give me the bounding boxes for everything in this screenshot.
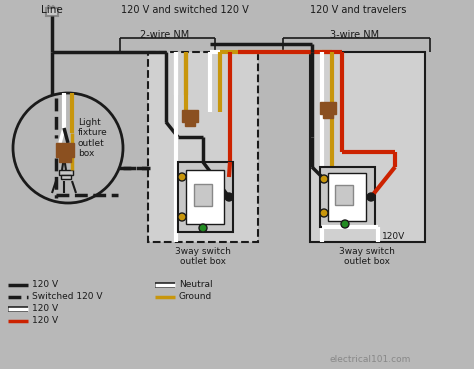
Bar	[46, 8, 58, 16]
Circle shape	[178, 213, 186, 221]
Text: 120 V and travelers: 120 V and travelers	[310, 5, 406, 15]
Bar	[320, 102, 336, 114]
Bar	[335, 185, 353, 205]
Bar	[59, 157, 71, 162]
Text: Switched 120 V: Switched 120 V	[32, 292, 102, 301]
Bar	[59, 170, 73, 175]
Circle shape	[225, 193, 233, 201]
Circle shape	[199, 224, 207, 232]
Bar	[328, 173, 366, 221]
Text: Ground: Ground	[179, 292, 212, 301]
Circle shape	[320, 175, 328, 183]
Bar	[310, 52, 425, 242]
Circle shape	[367, 193, 375, 201]
Text: 3way switch
outlet box: 3way switch outlet box	[175, 247, 231, 266]
Text: 120V: 120V	[382, 232, 405, 241]
Text: Neutral: Neutral	[179, 280, 213, 289]
Text: 120 V and switched 120 V: 120 V and switched 120 V	[121, 5, 249, 15]
Bar	[194, 184, 212, 206]
Bar	[182, 110, 198, 122]
Text: Line: Line	[41, 5, 63, 15]
Circle shape	[178, 173, 186, 181]
Text: 120 V: 120 V	[32, 280, 58, 289]
Text: 2-wire NM: 2-wire NM	[140, 30, 190, 40]
Bar	[61, 175, 71, 179]
Bar	[323, 114, 333, 118]
Text: 120 V: 120 V	[32, 316, 58, 325]
Circle shape	[320, 209, 328, 217]
Circle shape	[341, 220, 349, 228]
Bar	[320, 167, 375, 227]
Text: electrical101.com: electrical101.com	[330, 355, 411, 364]
Bar	[56, 143, 74, 157]
Circle shape	[13, 93, 123, 203]
Text: 120 V: 120 V	[32, 304, 58, 313]
Text: 3-wire NM: 3-wire NM	[330, 30, 380, 40]
Bar	[148, 52, 258, 242]
Text: 3way switch
outlet box: 3way switch outlet box	[339, 247, 395, 266]
Bar	[186, 170, 224, 224]
Bar	[185, 122, 195, 126]
Bar	[178, 162, 233, 232]
Text: Light
fixture
outlet
box: Light fixture outlet box	[78, 118, 108, 158]
